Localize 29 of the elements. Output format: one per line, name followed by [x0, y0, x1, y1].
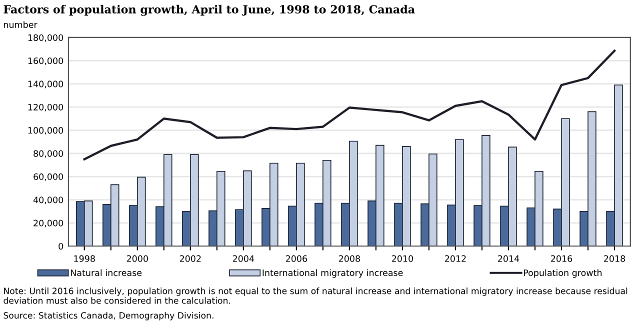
source-note: Source: Statistics Canada, Demography Division. [4, 312, 214, 320]
text: Note: Until 2016 inclusively, population growth is not equal to the sum of natural increase and international migratory increase because residual deviation must also be considered in the calculation. [4, 288, 628, 304]
y-tick-label: 100,000 [28, 127, 64, 135]
y-tick-label: 80,000 [34, 150, 64, 158]
legend-label: Population growth [524, 269, 602, 278]
y-tick-label: 40,000 [33, 196, 64, 204]
y-tick-label: 140,000 [28, 80, 64, 88]
legend-label: International migratory increase [262, 269, 403, 278]
y-axis-title: number [4, 21, 38, 28]
legend-label: Natural increase [70, 269, 142, 276]
x-tick-label: 2010 [392, 255, 414, 262]
chart-title: Factors of population growth, April to June, 1998 to 2018, Canada [4, 4, 415, 16]
x-tick-label: 1998 [74, 255, 95, 262]
y-tick-label: 120,000 [28, 104, 64, 112]
x-tick-label: 2012 [444, 255, 466, 262]
y-tick-label: 60,000 [34, 173, 64, 181]
y-tick-label: 160,000 [28, 58, 64, 66]
y-tick-label: 0 [58, 242, 64, 250]
y-tick-label: 20,000 [34, 220, 64, 228]
x-tick-label: 2018 [604, 255, 626, 262]
x-tick-label: 2000 [126, 255, 148, 262]
line-series [83, 50, 616, 160]
x-tick-label: 2006 [286, 255, 308, 262]
x-tick-label: 2004 [232, 255, 254, 262]
x-tick-label: 2002 [180, 255, 201, 262]
y-tick-label: 180,000 [28, 34, 64, 42]
x-tick-label: 2014 [498, 255, 520, 262]
x-tick-label: 2008 [338, 255, 360, 262]
x-tick-label: 2016 [550, 255, 572, 262]
